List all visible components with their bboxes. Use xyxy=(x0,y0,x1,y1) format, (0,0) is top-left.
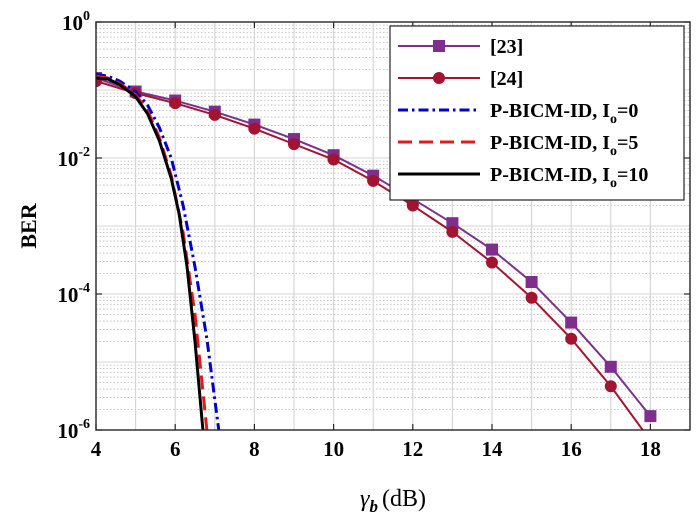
legend-entry: [23] xyxy=(398,36,523,58)
x-tick-label: 8 xyxy=(249,437,260,461)
data-point xyxy=(169,97,182,110)
series-4 xyxy=(96,74,209,430)
data-point xyxy=(486,256,498,269)
data-point xyxy=(644,410,657,423)
legend-marker xyxy=(433,72,445,84)
legend-label: P-BICM-ID, Io=10 xyxy=(490,164,648,191)
y-tick-label: 100 xyxy=(62,9,90,35)
legend-entry: [24] xyxy=(398,68,523,90)
legend-label: P-BICM-ID, Io=0 xyxy=(490,100,638,127)
series-line xyxy=(96,72,221,430)
x-tick-label: 16 xyxy=(561,437,582,461)
legend-label: [24] xyxy=(490,68,523,90)
legend-entry: P-BICM-ID, Io=5 xyxy=(398,132,638,159)
legend-marker xyxy=(433,40,445,52)
x-axis-unit: (dB) xyxy=(382,486,426,512)
data-point xyxy=(486,243,498,256)
data-point xyxy=(248,122,261,135)
legend-entry: P-BICM-ID, Io=10 xyxy=(398,164,648,191)
series-3 xyxy=(96,72,221,430)
data-point xyxy=(446,225,459,238)
y-tick-label: 10-2 xyxy=(57,145,90,171)
x-tick-label: 12 xyxy=(402,437,423,461)
data-point xyxy=(288,138,300,151)
legend: [23] [24] P-BICM-ID, Io=0 P-BICM-ID, Io=5 P-… xyxy=(389,25,685,201)
x-tick-label: 4 xyxy=(91,437,102,461)
x-tick-label: 18 xyxy=(640,437,661,461)
x-axis-symbol: γ xyxy=(360,486,370,512)
legend-label: P-BICM-ID, Io=5 xyxy=(490,132,638,159)
y-tick-label: 10-4 xyxy=(57,281,90,307)
x-axis-subscript: b xyxy=(369,497,378,516)
y-tick-label: 10-6 xyxy=(57,417,90,443)
data-point xyxy=(565,316,578,329)
series-layer xyxy=(96,72,657,430)
x-tick-label: 6 xyxy=(170,437,181,461)
x-tick-label: 14 xyxy=(482,437,504,461)
legend-label: [23] xyxy=(490,36,523,58)
series-5 xyxy=(96,76,205,430)
legend-box xyxy=(389,25,685,201)
data-point xyxy=(367,174,380,187)
y-axis-label: BER xyxy=(16,202,41,248)
data-point xyxy=(525,291,538,304)
x-tick-label: 10 xyxy=(323,437,344,461)
series-line xyxy=(96,76,205,430)
data-point xyxy=(406,199,419,212)
data-point xyxy=(327,153,340,166)
data-point xyxy=(604,380,617,393)
data-point xyxy=(208,108,221,121)
axis-ticks: 4 6 8 10 12 14 16 18 100 10-2 10-4 10-6 xyxy=(57,9,690,461)
data-point xyxy=(604,360,617,373)
axis-labels: γb (dB) BER xyxy=(16,202,426,516)
plot-frame xyxy=(95,21,691,431)
data-point xyxy=(565,332,578,345)
legend-entry: P-BICM-ID, Io=0 xyxy=(398,100,638,127)
x-axis-label: γb (dB) xyxy=(360,486,426,516)
data-point xyxy=(525,276,538,289)
series-line xyxy=(96,74,209,430)
